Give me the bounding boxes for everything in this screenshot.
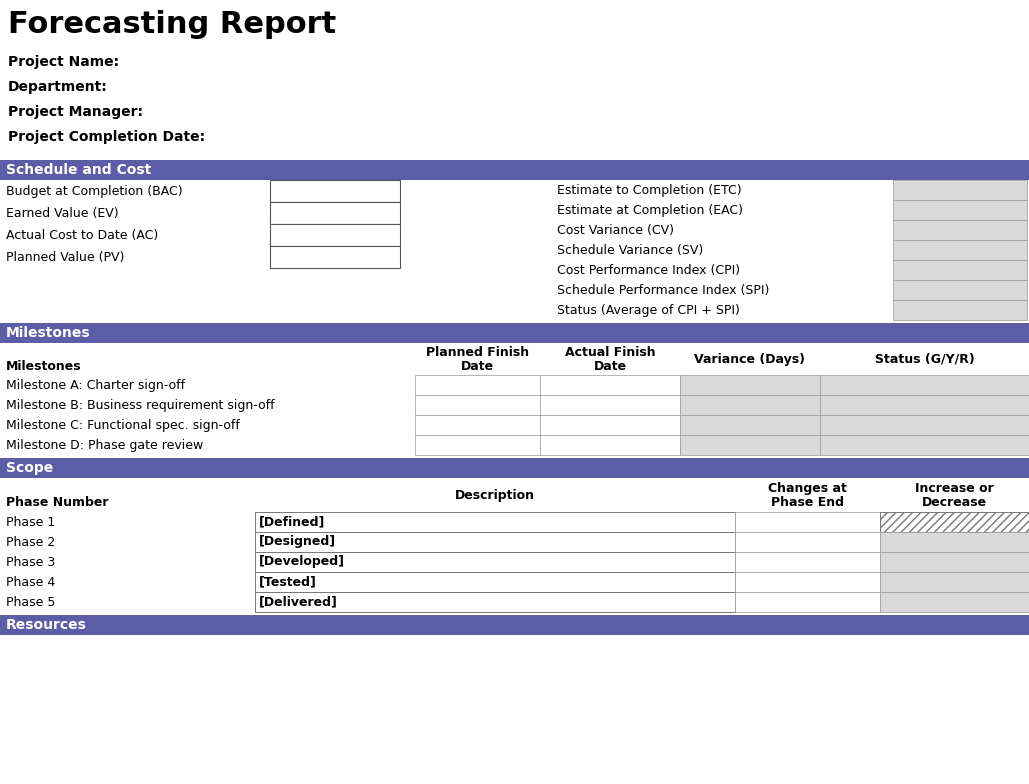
Bar (680, 435, 820, 455)
Bar (880, 592, 1029, 612)
Bar (880, 532, 1029, 552)
Text: Phase Number: Phase Number (6, 496, 108, 509)
Text: Estimate at Completion (EAC): Estimate at Completion (EAC) (557, 204, 743, 216)
Bar (735, 532, 880, 552)
Text: Milestone D: Phase gate review: Milestone D: Phase gate review (6, 438, 204, 452)
Text: Project Completion Date:: Project Completion Date: (8, 130, 205, 144)
Text: Estimate to Completion (ETC): Estimate to Completion (ETC) (557, 183, 742, 197)
Bar (415, 375, 540, 395)
Text: [Delivered]: [Delivered] (259, 596, 338, 608)
Text: Date: Date (594, 360, 627, 372)
Bar (893, 220, 1027, 240)
Text: [Defined]: [Defined] (259, 516, 325, 528)
Text: Status (Average of CPI + SPI): Status (Average of CPI + SPI) (557, 303, 740, 317)
Text: [Tested]: [Tested] (259, 575, 317, 589)
Text: Status (G/Y/R): Status (G/Y/R) (875, 353, 974, 365)
Text: Variance (Days): Variance (Days) (695, 353, 806, 365)
Text: Increase or: Increase or (915, 481, 994, 495)
Bar (893, 280, 1027, 300)
Bar (540, 415, 680, 435)
Text: Budget at Completion (BAC): Budget at Completion (BAC) (6, 184, 182, 198)
Text: Cost Variance (CV): Cost Variance (CV) (557, 223, 674, 237)
Text: Schedule Variance (SV): Schedule Variance (SV) (557, 244, 703, 256)
Bar (820, 435, 1029, 455)
Text: Phase 1: Phase 1 (6, 516, 56, 528)
Text: Decrease: Decrease (922, 496, 987, 509)
Bar (893, 240, 1027, 260)
Text: Schedule and Cost: Schedule and Cost (6, 163, 151, 177)
Text: Department:: Department: (8, 80, 108, 94)
Bar (0, 458, 1029, 478)
Bar (735, 552, 880, 572)
Bar (415, 415, 540, 435)
Text: Milestones: Milestones (6, 326, 91, 340)
Bar (893, 180, 1027, 200)
Bar (255, 572, 735, 592)
Text: Project Name:: Project Name: (8, 55, 119, 69)
Bar (270, 246, 400, 268)
Text: Resources: Resources (6, 618, 86, 632)
Bar (820, 395, 1029, 415)
Text: Milestones: Milestones (6, 360, 81, 372)
Bar (415, 435, 540, 455)
Text: Phase 2: Phase 2 (6, 535, 56, 549)
Bar (0, 323, 1029, 343)
Text: [Designed]: [Designed] (259, 535, 336, 549)
Bar (880, 552, 1029, 572)
Text: Changes at: Changes at (768, 481, 847, 495)
Text: [Developed]: [Developed] (259, 556, 345, 568)
Text: Actual Cost to Date (AC): Actual Cost to Date (AC) (6, 228, 158, 241)
Text: Schedule Performance Index (SPI): Schedule Performance Index (SPI) (557, 284, 770, 296)
Bar (255, 552, 735, 572)
Text: Earned Value (EV): Earned Value (EV) (6, 206, 118, 220)
Bar (893, 260, 1027, 280)
Bar (893, 300, 1027, 320)
Bar (880, 512, 1029, 532)
Bar (270, 180, 400, 202)
Text: Phase End: Phase End (771, 496, 844, 509)
Bar (270, 224, 400, 246)
Text: Milestone C: Functional spec. sign-off: Milestone C: Functional spec. sign-off (6, 419, 240, 431)
Bar (415, 395, 540, 415)
Bar (540, 375, 680, 395)
Text: Phase 4: Phase 4 (6, 575, 56, 589)
Text: Milestone B: Business requirement sign-off: Milestone B: Business requirement sign-o… (6, 398, 275, 412)
Bar (880, 572, 1029, 592)
Bar (270, 202, 400, 224)
Bar (540, 395, 680, 415)
Text: Description: Description (455, 488, 535, 502)
Text: Date: Date (461, 360, 494, 372)
Bar (735, 512, 880, 532)
Bar (255, 592, 735, 612)
Text: Actual Finish: Actual Finish (565, 346, 655, 359)
Bar (0, 160, 1029, 180)
Text: Milestone A: Charter sign-off: Milestone A: Charter sign-off (6, 379, 185, 391)
Bar (893, 200, 1027, 220)
Bar (680, 415, 820, 435)
Bar (820, 415, 1029, 435)
Bar (680, 395, 820, 415)
Text: Phase 5: Phase 5 (6, 596, 56, 608)
Bar (540, 435, 680, 455)
Text: Planned Value (PV): Planned Value (PV) (6, 251, 125, 263)
Bar (255, 532, 735, 552)
Text: Forecasting Report: Forecasting Report (8, 10, 336, 39)
Text: Planned Finish: Planned Finish (426, 346, 529, 359)
Bar (735, 572, 880, 592)
Bar (255, 512, 735, 532)
Text: Scope: Scope (6, 461, 54, 475)
Bar (0, 615, 1029, 635)
Text: Cost Performance Index (CPI): Cost Performance Index (CPI) (557, 263, 740, 277)
Bar (735, 592, 880, 612)
Text: Phase 3: Phase 3 (6, 556, 56, 568)
Bar (820, 375, 1029, 395)
Text: Project Manager:: Project Manager: (8, 105, 143, 119)
Bar (680, 375, 820, 395)
